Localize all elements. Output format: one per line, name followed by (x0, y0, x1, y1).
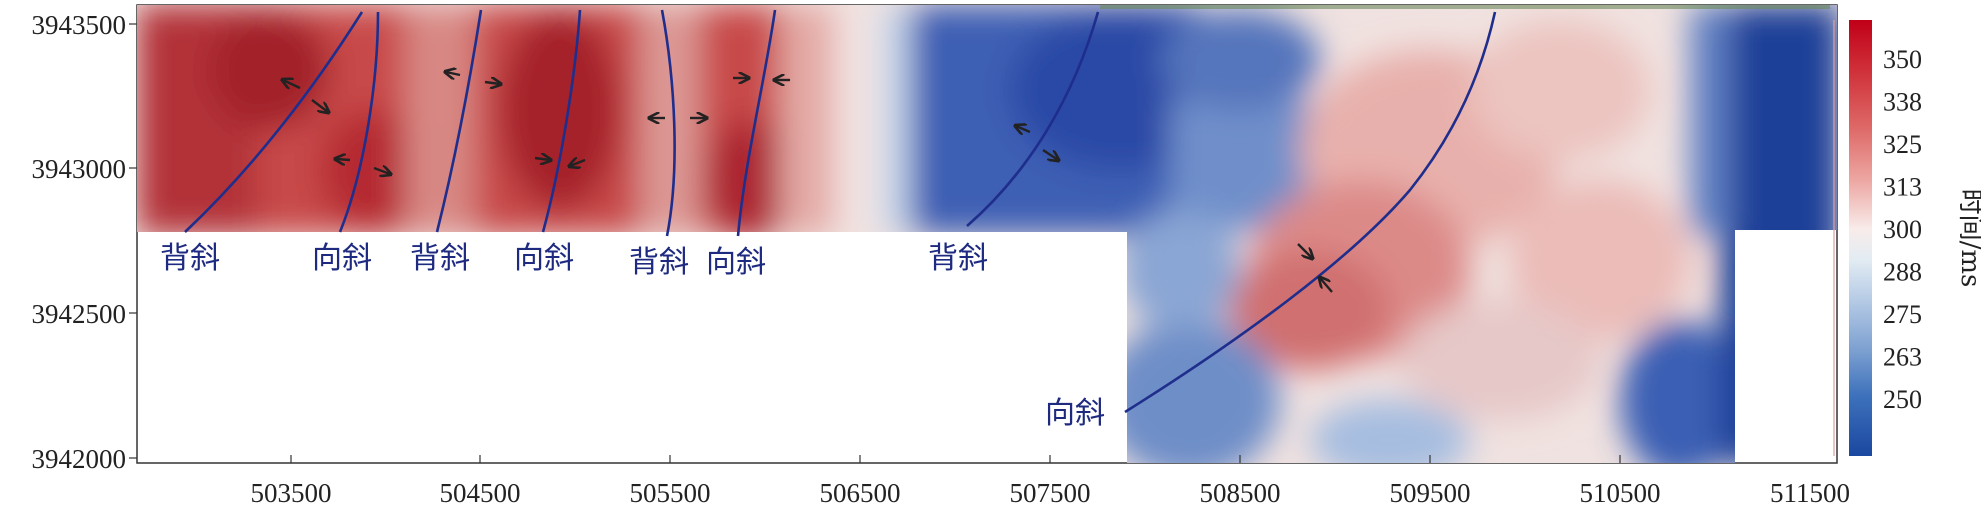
y-tick-label: 3942500 (32, 299, 127, 329)
x-tick-label: 508500 (1200, 478, 1281, 508)
fold-label: 向斜 (706, 245, 766, 280)
colorbar-tick-label: 250 (1883, 385, 1922, 414)
arrow (1320, 278, 1333, 293)
colorbar-tick-label: 300 (1883, 215, 1922, 244)
colorbar-tick-label: 275 (1883, 300, 1922, 329)
colorbar-tick-label: 263 (1883, 343, 1922, 372)
fold-label: 向斜 (514, 241, 574, 276)
x-tick-label: 511500 (1770, 478, 1850, 508)
fold-axis-anticline-2 (435, 9, 483, 233)
y-tick-label: 3943500 (32, 10, 127, 40)
colorbar-tick-label: 313 (1883, 173, 1922, 202)
x-axis (290, 455, 1621, 463)
fold-axis-anticline-4 (966, 11, 1100, 227)
colorbar-tick-label: 325 (1883, 130, 1922, 159)
arrow (1016, 126, 1031, 132)
colorbar-tick-label: 288 (1883, 258, 1922, 287)
arrow (311, 99, 328, 112)
fold-label: 背斜 (928, 241, 988, 276)
fold-label: 背斜 (160, 241, 220, 276)
arrow (534, 158, 550, 160)
y-axis (129, 23, 137, 459)
fold-label: 背斜 (410, 241, 470, 276)
fold-axis-syncline-4 (1124, 11, 1497, 414)
fold-axis-syncline-3 (736, 9, 777, 237)
fold-axes (184, 9, 1497, 414)
fold-axis-anticline-3 (660, 9, 676, 237)
arrow (1297, 243, 1312, 258)
arrow (336, 159, 351, 160)
fold-label: 向斜 (312, 241, 372, 276)
x-tick-label: 507500 (1010, 478, 1091, 508)
y-tick-label: 3943000 (32, 154, 127, 184)
arrow (484, 82, 500, 84)
colorbar-tick-label: 350 (1883, 45, 1922, 74)
colorbar-gradient (1849, 20, 1872, 456)
arrow (283, 80, 301, 88)
fold-axis-syncline-2 (541, 9, 582, 233)
colorbar-tick-label: 338 (1883, 88, 1922, 117)
y-tick-label: 3942000 (32, 444, 127, 474)
arrow (373, 168, 390, 174)
arrow (446, 72, 461, 75)
x-tick-label: 505500 (630, 478, 711, 508)
colorbar-title: 时间/ms (1955, 189, 1981, 288)
x-tick-label: 510500 (1580, 478, 1661, 508)
x-tick-label: 506500 (820, 478, 901, 508)
fold-label: 背斜 (629, 245, 689, 280)
fold-arrows (283, 72, 1333, 293)
colorbar: 350 338 325 313 300 288 275 263 250 时间/ms (1833, 20, 1981, 456)
fold-axis-syncline-1 (338, 11, 380, 233)
fold-label: 向斜 (1045, 396, 1105, 431)
x-tick-label: 503500 (251, 478, 332, 508)
fold-labels: 背斜 向斜 背斜 向斜 背斜 向斜 背斜 向斜 (160, 241, 1105, 431)
x-tick-label: 504500 (440, 478, 521, 508)
arrow (570, 160, 586, 166)
fold-axis-anticline-1 (184, 11, 364, 233)
arrow (1042, 149, 1058, 160)
x-tick-label: 509500 (1390, 478, 1471, 508)
